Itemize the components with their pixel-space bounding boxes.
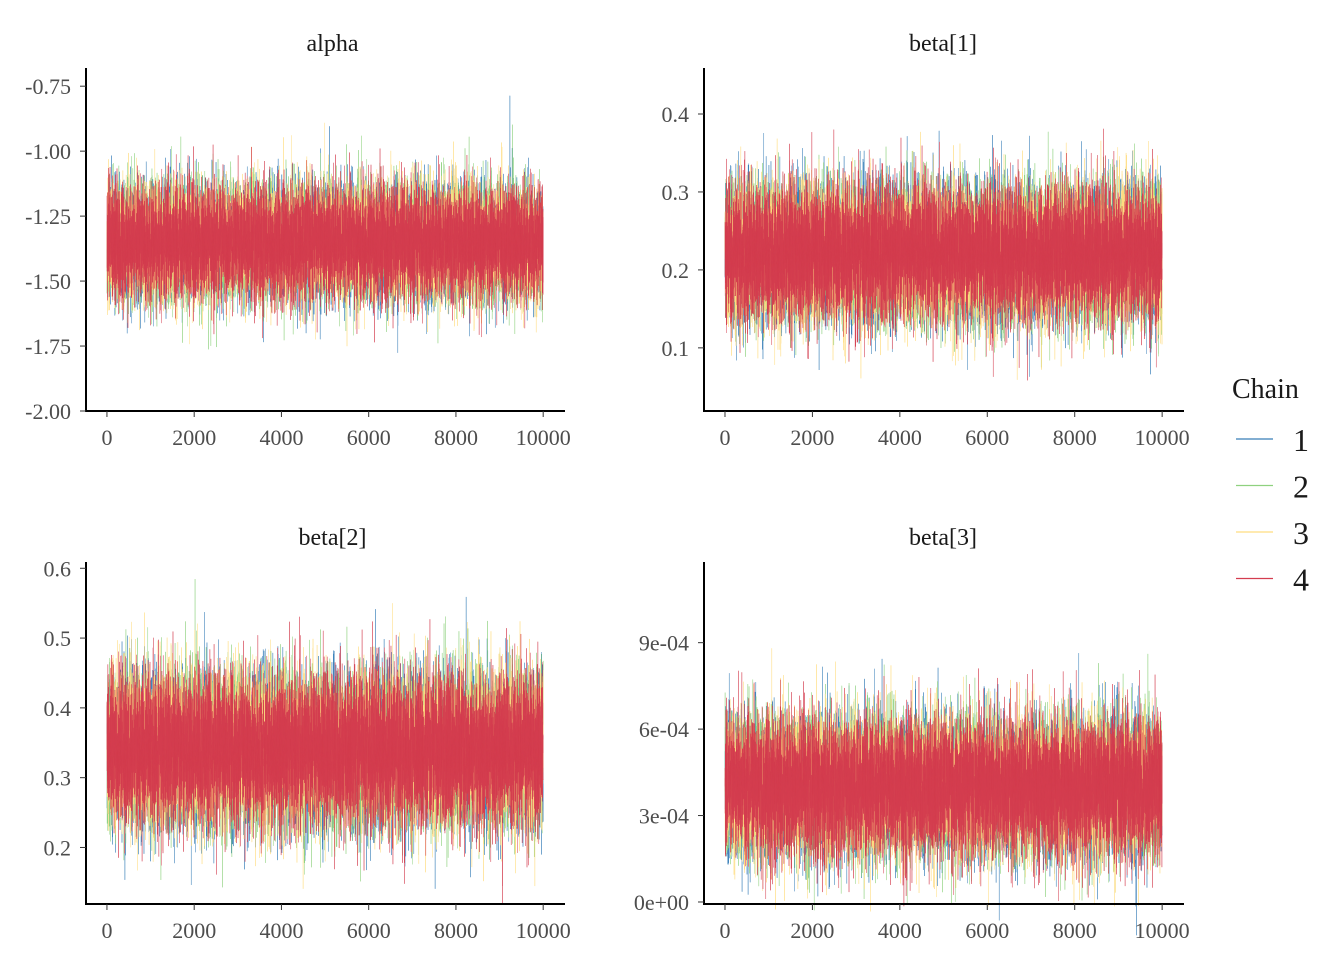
y-tick-label: 0.4 <box>662 102 690 127</box>
y-tick-label: -1.00 <box>25 139 71 164</box>
y-tick-label: 6e-04 <box>639 717 689 742</box>
y-tick-label: 0.4 <box>44 696 72 721</box>
y-tick-label: 0.2 <box>44 835 72 860</box>
trace-chain-4 <box>106 616 544 904</box>
x-tick-label: 4000 <box>259 918 303 943</box>
x-tick-label: 0 <box>101 425 112 450</box>
y-tick-label: 3e-04 <box>639 804 689 829</box>
x-tick-label: 0 <box>719 425 730 450</box>
legend-label: 4 <box>1293 562 1309 598</box>
x-tick-label: 2000 <box>172 425 216 450</box>
x-tick-label: 2000 <box>172 918 216 943</box>
x-tick-label: 10000 <box>1135 918 1190 943</box>
legend-item-chain-4: 4 <box>1236 562 1309 598</box>
y-tick-label: -1.50 <box>25 269 71 294</box>
x-tick-label: 6000 <box>347 918 391 943</box>
legend-label: 1 <box>1293 422 1309 458</box>
x-tick-label: 2000 <box>790 918 834 943</box>
trace-chain-4 <box>724 128 1163 381</box>
x-tick-label: 6000 <box>347 425 391 450</box>
x-tick-label: 6000 <box>965 918 1009 943</box>
x-tick-label: 8000 <box>1053 918 1097 943</box>
y-tick-label: 0.3 <box>662 180 690 205</box>
x-tick-label: 4000 <box>878 918 922 943</box>
legend: Chain 1 2 3 4 <box>1232 374 1309 598</box>
legend-item-chain-2: 2 <box>1236 469 1309 505</box>
x-tick-label: 0 <box>101 918 112 943</box>
x-tick-label: 10000 <box>516 918 571 943</box>
legend-title: Chain <box>1232 374 1299 405</box>
y-tick-label: 0.6 <box>44 556 72 581</box>
panel-beta3: 0 2000 4000 6000 8000 10000 0e+00 3e-04 6e-04 9e-… <box>634 525 1190 943</box>
y-tick-label: -0.75 <box>25 74 71 99</box>
y-tick-label: -2.00 <box>25 399 71 424</box>
x-tick-label: 6000 <box>965 425 1009 450</box>
x-tick-label: 2000 <box>790 425 834 450</box>
panel-title: beta[2] <box>299 525 367 551</box>
panel-beta1: 0 2000 4000 6000 8000 10000 0.1 0.2 0.3 0.4 beta[1… <box>662 31 1190 450</box>
y-tick-label: -1.75 <box>25 334 71 359</box>
x-tick-label: 8000 <box>434 918 478 943</box>
legend-label: 2 <box>1293 469 1309 505</box>
panel-title: beta[3] <box>909 525 977 551</box>
y-tick-label: 0e+00 <box>634 890 689 915</box>
trace-chain-4 <box>106 144 544 343</box>
legend-item-chain-1: 1 <box>1236 422 1309 458</box>
y-tick-label: 0.2 <box>662 258 690 283</box>
x-tick-label: 8000 <box>434 425 478 450</box>
legend-item-chain-3: 3 <box>1236 515 1309 551</box>
panel-alpha: 0 2000 4000 6000 8000 10000 -2.00 -1.75 -1.50 -1.… <box>25 31 571 450</box>
y-tick-label: -1.25 <box>25 204 71 229</box>
x-tick-label: 10000 <box>516 425 571 450</box>
x-tick-label: 8000 <box>1053 425 1097 450</box>
y-tick-label: 9e-04 <box>639 631 689 656</box>
legend-label: 3 <box>1293 515 1309 551</box>
panel-beta2: 0 2000 4000 6000 8000 10000 0.2 0.3 0.4 0.5 0.6 bet… <box>44 525 571 943</box>
x-tick-label: 4000 <box>259 425 303 450</box>
y-tick-label: 0.1 <box>662 336 690 361</box>
x-tick-label: 0 <box>719 918 730 943</box>
panel-title: beta[1] <box>909 31 977 57</box>
x-tick-label: 10000 <box>1135 425 1190 450</box>
y-tick-label: 0.5 <box>44 626 72 651</box>
panel-title: alpha <box>307 31 359 57</box>
y-tick-label: 0.3 <box>44 766 72 791</box>
x-tick-label: 4000 <box>878 425 922 450</box>
trace-chain-4 <box>724 668 1163 907</box>
